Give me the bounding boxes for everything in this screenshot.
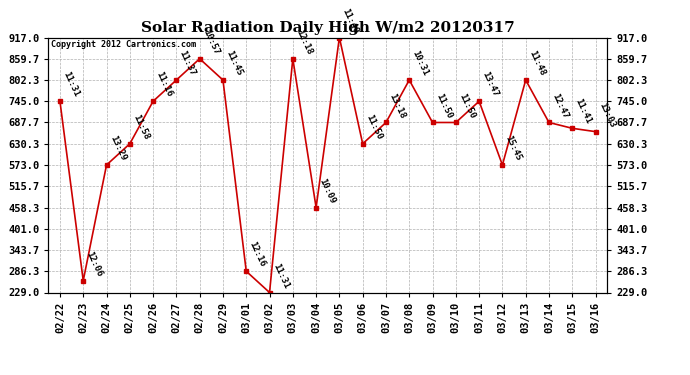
Text: 10:57: 10:57: [201, 28, 221, 56]
Text: 15:45: 15:45: [504, 134, 523, 162]
Text: 12:16: 12:16: [248, 240, 267, 268]
Title: Solar Radiation Daily High W/m2 20120317: Solar Radiation Daily High W/m2 20120317: [141, 21, 515, 35]
Text: 12:06: 12:06: [85, 250, 104, 278]
Text: 13:29: 13:29: [108, 134, 128, 162]
Text: 11:48: 11:48: [527, 49, 546, 77]
Text: 11:40: 11:40: [341, 6, 360, 35]
Text: 11:45: 11:45: [224, 49, 244, 77]
Text: 12:18: 12:18: [294, 28, 314, 56]
Text: 10:09: 10:09: [317, 177, 337, 205]
Text: 10:31: 10:31: [411, 49, 430, 77]
Text: 13:03: 13:03: [597, 101, 616, 129]
Text: 11:31: 11:31: [271, 261, 290, 290]
Text: 13:18: 13:18: [387, 92, 407, 120]
Text: 11:50: 11:50: [434, 92, 453, 120]
Text: 11:31: 11:31: [61, 70, 81, 99]
Text: 11:37: 11:37: [178, 49, 197, 77]
Text: 11:58: 11:58: [131, 113, 150, 141]
Text: 11:41: 11:41: [573, 98, 593, 126]
Text: 12:47: 12:47: [551, 92, 570, 120]
Text: 11:16: 11:16: [155, 70, 174, 99]
Text: 11:50: 11:50: [364, 113, 384, 141]
Text: Copyright 2012 Cartronics.com: Copyright 2012 Cartronics.com: [51, 40, 196, 49]
Text: 11:50: 11:50: [457, 92, 477, 120]
Text: 13:47: 13:47: [480, 70, 500, 99]
